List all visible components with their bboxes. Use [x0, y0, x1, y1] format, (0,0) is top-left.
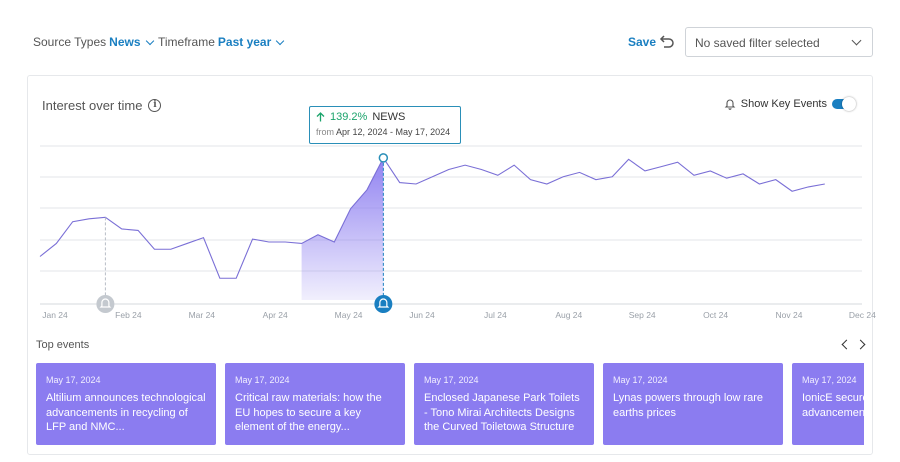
saved-filter-select[interactable]: No saved filter selected — [685, 27, 873, 57]
save-button[interactable]: Save — [628, 35, 657, 49]
event-title: Critical raw materials: how the EU hopes… — [235, 392, 382, 433]
chevron-left-icon[interactable] — [841, 339, 852, 350]
source-types-label: Source Types — [33, 35, 107, 49]
event-card[interactable]: May 17, 2024 IonicE secures placement to… — [792, 363, 864, 445]
event-title: IonicE secures placement to advancement — [802, 392, 864, 419]
event-marker — [96, 295, 115, 313]
event-date: May 17, 2024 — [613, 375, 668, 385]
x-tick-label: May 24 — [335, 310, 363, 320]
x-tick-label: Dec 24 — [849, 310, 876, 320]
top-events-nav — [841, 338, 866, 350]
chevron-right-icon[interactable] — [855, 339, 866, 350]
event-title: Lynas powers through low rare earths pri… — [613, 392, 764, 419]
highlight-area — [301, 157, 384, 300]
x-tick-label: Jan 24 — [42, 310, 68, 320]
x-tick-label: Nov 24 — [776, 310, 803, 320]
x-tick-label: Mar 24 — [189, 310, 216, 320]
timeframe-value: Past year — [217, 35, 272, 49]
bell-icon — [377, 298, 390, 308]
x-tick-label: Oct 24 — [703, 310, 728, 320]
tooltip-change: 139.2% — [330, 111, 368, 123]
peak-point — [378, 153, 389, 163]
event-marker — [374, 295, 393, 313]
bell-icon — [724, 99, 736, 110]
event-card[interactable]: May 17, 2024 Lynas powers through low ra… — [603, 363, 783, 445]
x-tick-label: Aug 24 — [555, 310, 582, 320]
arrow-up-icon — [316, 112, 325, 122]
key-events-label: Show Key Events — [740, 98, 827, 110]
event-title: Enclosed Japanese Park Toilets - Tono Mi… — [424, 392, 580, 433]
interest-panel: Interest over time i Show Key Events — [27, 75, 873, 455]
x-tick-label: Sep 24 — [629, 310, 656, 320]
key-events-control: Show Key Events — [724, 97, 856, 111]
timeframe-filter[interactable]: Timeframe Past year — [158, 35, 285, 49]
top-events-list: May 17, 2024 Altilium announces technolo… — [36, 363, 864, 445]
x-tick-label: Jun 24 — [409, 310, 435, 320]
top-events-heading: Top events — [36, 339, 90, 351]
interest-chart[interactable]: Jan 24 Feb 24 Mar 24 Apr 24 May 24 Jun 24 Jul … — [0, 0, 900, 335]
timeframe-label: Timeframe — [158, 35, 215, 49]
chart-tooltip: 139.2% NEWS from Apr 12, 2024 - May 17, … — [309, 106, 461, 144]
x-tick-label: Jul 24 — [484, 310, 507, 320]
source-types-filter[interactable]: Source Types News — [33, 35, 154, 49]
series-line — [39, 156, 825, 279]
event-card[interactable]: May 17, 2024 Enclosed Japanese Park Toil… — [414, 363, 594, 445]
key-events-toggle[interactable] — [832, 97, 856, 111]
panel-title: Interest over time i — [42, 98, 162, 113]
event-card[interactable]: May 17, 2024 Critical raw materials: how… — [225, 363, 405, 445]
source-types-value: News — [109, 35, 141, 49]
filter-bar: Source Types News Timeframe Past year Sa… — [0, 0, 900, 80]
saved-filter-value: No saved filter selected — [695, 36, 820, 50]
event-date: May 17, 2024 — [424, 375, 479, 385]
panel-title-text: Interest over time — [42, 98, 143, 113]
event-date: May 17, 2024 — [802, 375, 857, 385]
event-date: May 17, 2024 — [46, 375, 101, 385]
tooltip-range: Apr 12, 2024 - May 17, 2024 — [336, 127, 451, 137]
event-date: May 17, 2024 — [235, 375, 290, 385]
event-title: Altilium announces technological advance… — [46, 392, 206, 433]
tooltip-from-label: from — [316, 127, 334, 137]
x-tick-label: Feb 24 — [115, 310, 142, 320]
info-icon[interactable]: i — [148, 99, 162, 112]
undo-icon[interactable] — [658, 33, 676, 51]
bell-icon — [99, 298, 112, 308]
x-tick-label: Apr 24 — [263, 310, 288, 320]
tooltip-source: NEWS — [372, 111, 406, 123]
event-card[interactable]: May 17, 2024 Altilium announces technolo… — [36, 363, 216, 445]
